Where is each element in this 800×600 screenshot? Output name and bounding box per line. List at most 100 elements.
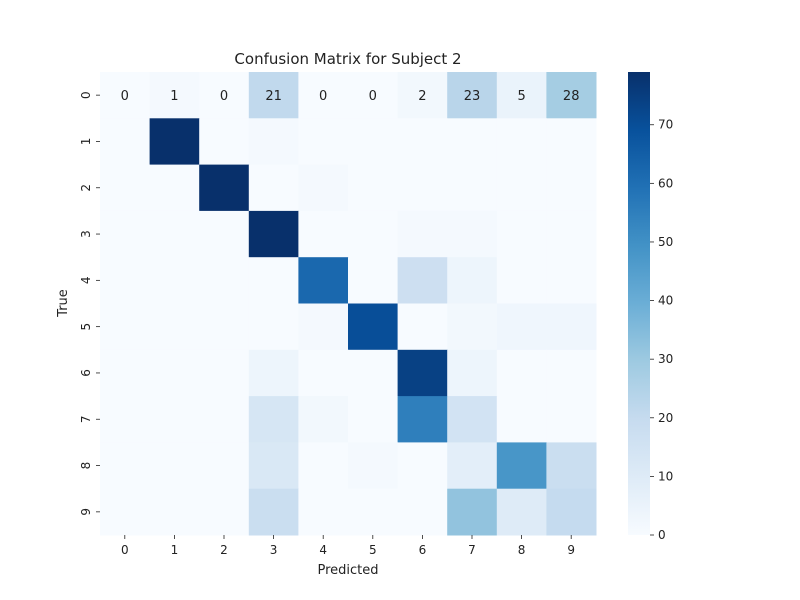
heatmap-cell — [149, 488, 200, 536]
y-tick-label: 4 — [79, 277, 93, 285]
x-tick-label: 6 — [419, 543, 427, 557]
heatmap-cell — [348, 442, 399, 490]
heatmap-cell — [348, 72, 399, 119]
heatmap-cell — [100, 210, 151, 258]
heatmap-cell — [199, 257, 250, 304]
heatmap-cell — [496, 118, 547, 166]
x-tick-label: 7 — [468, 543, 476, 557]
heatmap-cell — [298, 303, 349, 351]
cell-value-label: 0 — [121, 89, 129, 104]
heatmap-cell — [298, 488, 349, 536]
heatmap-cell — [149, 257, 200, 304]
y-tick-label: 7 — [79, 415, 93, 423]
x-axis-ticks: 0 1 2 3 4 5 6 7 8 9 — [121, 535, 575, 557]
heatmap-cell — [248, 349, 299, 397]
heatmap-cell — [546, 164, 597, 212]
colorbar-tick-label: 70 — [658, 118, 673, 132]
heatmap-cell — [447, 72, 498, 119]
heatmap-cell — [348, 118, 399, 166]
heatmap-cell — [348, 303, 399, 351]
colorbar-tick-label: 10 — [658, 469, 673, 483]
heatmap-cell — [397, 164, 448, 212]
cell-value-label: 28 — [563, 89, 580, 104]
heatmap-cell — [149, 164, 200, 212]
heatmap-cell — [397, 442, 448, 490]
heatmap-cell — [199, 118, 250, 166]
heatmap-cell — [546, 396, 597, 443]
x-tick-label: 2 — [220, 543, 228, 557]
heatmap-cell — [496, 72, 547, 119]
heatmap-cell — [348, 488, 399, 536]
y-axis-ticks: 0 1 2 3 4 5 6 7 8 9 — [79, 91, 100, 516]
heatmap-cell — [348, 396, 399, 443]
heatmap-cell — [248, 257, 299, 304]
colorbar-tick-label: 0 — [658, 528, 666, 542]
heatmap-cells — [100, 72, 597, 536]
heatmap-cell — [397, 396, 448, 443]
heatmap-cell — [149, 72, 200, 119]
heatmap-cell — [447, 118, 498, 166]
heatmap-cell — [546, 303, 597, 351]
y-tick-label: 8 — [79, 462, 93, 470]
heatmap-cell — [100, 257, 151, 304]
heatmap-cell — [298, 210, 349, 258]
colorbar-tick-label: 40 — [658, 294, 673, 308]
x-tick-label: 3 — [270, 543, 278, 557]
heatmap-cell — [100, 349, 151, 397]
heatmap-cell — [447, 257, 498, 304]
heatmap-cell — [248, 303, 299, 351]
cell-value-label: 0 — [220, 89, 228, 104]
x-axis-label: Predicted — [317, 563, 378, 578]
colorbar-tick-label: 20 — [658, 411, 673, 425]
cell-value-label: 2 — [418, 89, 426, 104]
heatmap-cell — [199, 396, 250, 443]
y-tick-label: 3 — [79, 230, 93, 238]
x-tick-label: 0 — [121, 543, 129, 557]
cell-value-label: 0 — [319, 89, 327, 104]
heatmap-cell — [447, 396, 498, 443]
heatmap-cell — [248, 488, 299, 536]
y-tick-label: 9 — [79, 508, 93, 516]
heatmap-cell — [100, 396, 151, 443]
colorbar-ticks: 0 10 20 30 40 50 60 70 — [650, 118, 673, 542]
heatmap-cell — [100, 118, 151, 166]
heatmap-cell — [397, 72, 448, 119]
heatmap-cell — [496, 164, 547, 212]
heatmap-cell — [298, 257, 349, 304]
colorbar-tick-label: 60 — [658, 176, 673, 190]
heatmap-cell — [199, 72, 250, 119]
heatmap-cell — [546, 442, 597, 490]
x-tick-label: 1 — [171, 543, 179, 557]
heatmap-cell — [100, 72, 151, 119]
heatmap-cell — [496, 488, 547, 536]
heatmap-cell — [149, 210, 200, 258]
heatmap-cell — [298, 72, 349, 119]
x-tick-label: 9 — [567, 543, 575, 557]
heatmap-cell — [397, 257, 448, 304]
heatmap-annotations: 0 1 0 21 0 0 2 23 5 28 — [121, 89, 580, 104]
heatmap-cell — [546, 349, 597, 397]
heatmap-cell — [199, 349, 250, 397]
y-tick-label: 0 — [79, 91, 93, 99]
heatmap-cell — [199, 442, 250, 490]
heatmap-cell — [248, 72, 299, 119]
heatmap-cell — [447, 210, 498, 258]
heatmap-cell — [298, 396, 349, 443]
heatmap-cell — [546, 72, 597, 119]
cell-value-label: 1 — [170, 89, 178, 104]
heatmap-cell — [546, 118, 597, 166]
heatmap-cell — [496, 349, 547, 397]
heatmap-cell — [298, 118, 349, 166]
heatmap-cell — [298, 442, 349, 490]
cell-value-label: 23 — [464, 89, 481, 104]
heatmap-cell — [149, 303, 200, 351]
heatmap-cell — [496, 257, 547, 304]
heatmap-cell — [248, 442, 299, 490]
heatmap-cell — [100, 164, 151, 212]
x-tick-label: 4 — [319, 543, 327, 557]
heatmap-cell — [397, 303, 448, 351]
heatmap-cell — [149, 349, 200, 397]
y-tick-label: 6 — [79, 369, 93, 377]
heatmap-cell — [546, 257, 597, 304]
